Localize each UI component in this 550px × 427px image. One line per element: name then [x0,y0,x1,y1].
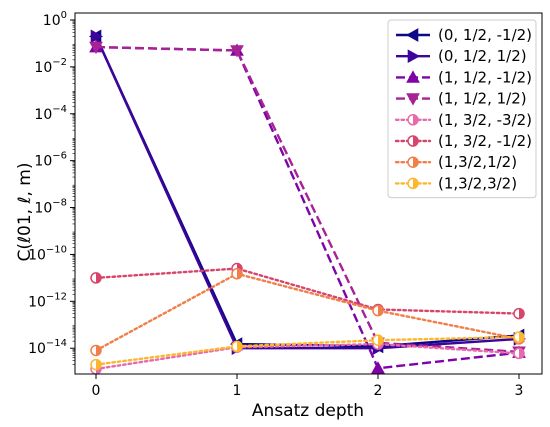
legend-label: (1, 1/2, -1/2) [438,68,532,86]
legend-label: (0, 1/2, -1/2) [438,26,532,44]
data-point [89,41,103,55]
legend-label: (1, 3/2, -1/2) [438,132,532,150]
data-point-fill [378,335,383,346]
y-tick-label: 10−8 [34,198,67,217]
legend-box [387,19,537,199]
legend-marker-fill [413,178,418,189]
data-point-fill [378,305,383,316]
legend-entry: (0, 1/2, -1/2) [396,26,532,44]
legend-entry: (1,3/2,3/2) [394,174,517,192]
data-point-fill [96,272,101,283]
y-tick-label: 10−2 [34,57,67,76]
legend-label: (1,3/2,1/2) [438,153,517,171]
data-point [230,45,244,58]
y-ticks: 100 10−2 10−4 10−6 10−8 10−10 10−12 10−14 [28,10,75,365]
legend-marker [405,28,419,42]
y-tick-label: 10−4 [34,104,67,123]
series-line [94,267,521,315]
data-point-fill [519,348,524,359]
series-8 [90,331,525,371]
legend: (0, 1/2, -1/2) (0, 1/2, 1/2) (1, 1/2, -1/2… [387,19,537,199]
legend-entry: (1, 1/2, -1/2) [396,68,532,86]
legend-label: (1, 1/2, 1/2) [438,90,527,108]
y-tick-label: 100 [43,10,67,29]
data-point-fill [519,332,524,343]
x-tick-label: 2 [374,383,383,399]
legend-entry: (1, 3/2, -3/2) [394,111,532,129]
legend-label: (0, 1/2, 1/2) [438,47,527,65]
x-ticks: 0 1 2 3 [92,374,524,399]
y-axis-label: C(ℓ01, ℓ, m) [15,163,35,262]
legend-label: (1, 3/2, -3/2) [438,111,532,129]
series-line [94,342,521,371]
legend-entry: (1, 1/2, 1/2) [396,90,527,108]
x-axis-label: Ansatz depth [252,401,364,421]
data-point-fill [519,308,524,319]
legend-label: (1,3/2,3/2) [438,174,517,192]
data-point [90,29,104,44]
x-tick-label: 1 [233,383,242,399]
data-point-fill [237,268,242,279]
legend-entry: (1, 3/2, -1/2) [394,132,532,150]
y-axis-label-text: C(ℓ01, ℓ, m) [15,163,35,262]
series-line [94,35,520,350]
legend-marker-fill [413,157,418,168]
x-tick-label: 3 [515,383,524,399]
chart-marks [88,29,527,375]
legend-marker [406,93,420,106]
y-tick-label: 10−14 [28,338,67,357]
y-tick-label: 10−12 [28,291,67,310]
x-tick-label: 0 [92,383,101,399]
series-line [95,45,520,354]
legend-entry: (0, 1/2, 1/2) [396,47,527,65]
legend-marker-fill [413,114,418,125]
series-line [94,335,521,366]
legend-entry: (1,3/2,1/2) [394,153,517,171]
legend-marker-fill [413,136,418,146]
series-line [94,272,521,352]
data-point-fill [96,359,101,370]
data-point-fill [96,345,101,356]
legend-marker [407,49,421,64]
data-point-fill [237,341,242,352]
y-tick-label: 10−10 [28,244,67,263]
legend-marker [406,70,420,83]
data-point [371,361,385,374]
y-tick-label: 10−6 [34,151,67,170]
